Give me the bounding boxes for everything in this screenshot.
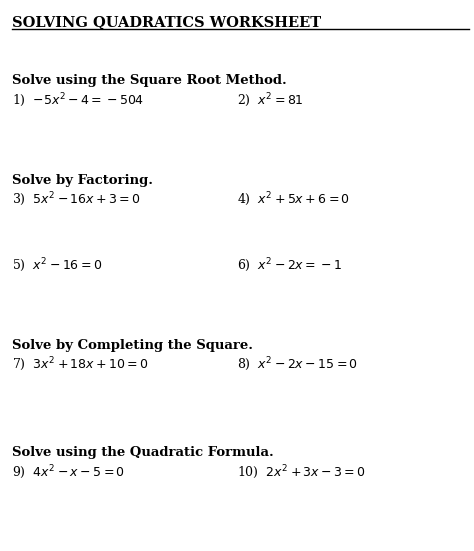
Text: Solve using the Quadratic Formula.: Solve using the Quadratic Formula.	[12, 446, 273, 460]
Text: 2)  $x^2 = 81$: 2) $x^2 = 81$	[237, 91, 304, 109]
Text: 7)  $3x^2 + 18x + 10 = 0$: 7) $3x^2 + 18x + 10 = 0$	[12, 355, 149, 373]
Text: 1)  $-5x^2 - 4 = -504$: 1) $-5x^2 - 4 = -504$	[12, 91, 144, 109]
Text: 10)  $2x^2 + 3x - 3 = 0$: 10) $2x^2 + 3x - 3 = 0$	[237, 463, 366, 480]
Text: 5)  $x^2 - 16 = 0$: 5) $x^2 - 16 = 0$	[12, 256, 102, 274]
Text: Solve by Factoring.: Solve by Factoring.	[12, 174, 153, 187]
Text: SOLVING QUADRATICS WORKSHEET: SOLVING QUADRATICS WORKSHEET	[12, 15, 321, 29]
Text: 9)  $4x^2 - x - 5 = 0$: 9) $4x^2 - x - 5 = 0$	[12, 463, 125, 480]
Text: 4)  $x^2 + 5x + 6 = 0$: 4) $x^2 + 5x + 6 = 0$	[237, 190, 350, 208]
Text: Solve using the Square Root Method.: Solve using the Square Root Method.	[12, 74, 287, 88]
Text: Solve by Completing the Square.: Solve by Completing the Square.	[12, 339, 253, 352]
Text: 6)  $x^2 - 2x = -1$: 6) $x^2 - 2x = -1$	[237, 256, 342, 274]
Text: 3)  $5x^2 - 16x + 3 = 0$: 3) $5x^2 - 16x + 3 = 0$	[12, 190, 141, 208]
Text: 8)  $x^2 - 2x - 15 = 0$: 8) $x^2 - 2x - 15 = 0$	[237, 355, 358, 373]
